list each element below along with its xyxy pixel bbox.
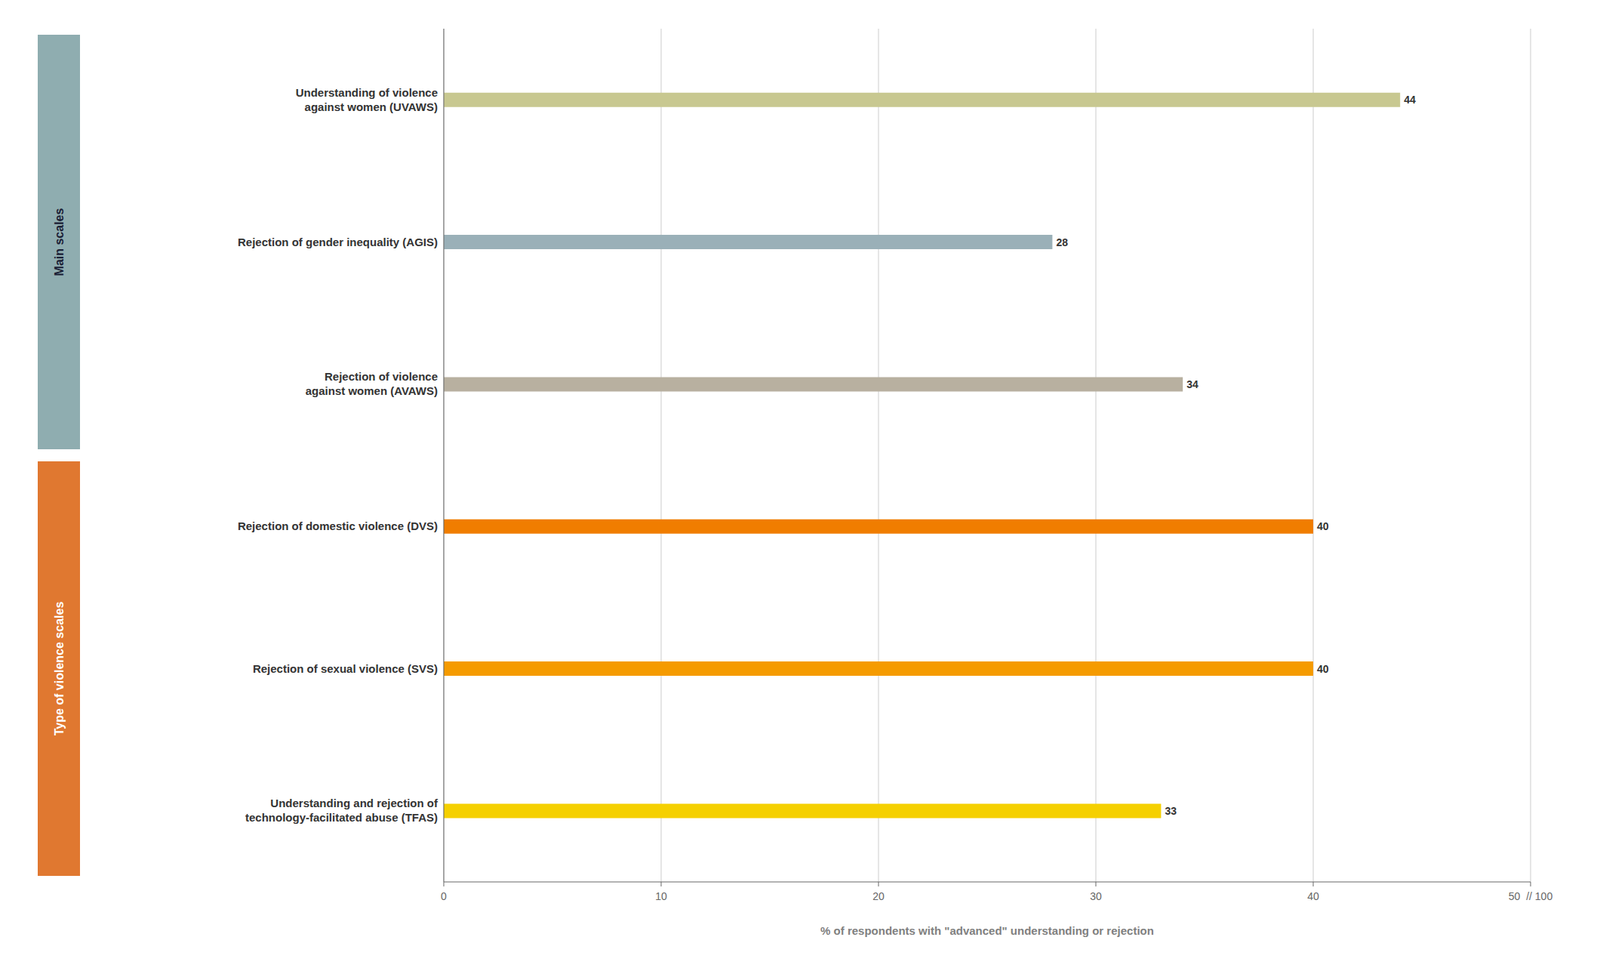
svg-text:33: 33 [1164, 804, 1177, 817]
svg-text:40: 40 [1316, 520, 1330, 533]
svg-text:20: 20 [872, 889, 885, 902]
svg-text:44: 44 [1403, 93, 1416, 106]
svg-text:30: 30 [1089, 889, 1102, 902]
svg-text:40: 40 [1307, 889, 1320, 902]
svg-text:Type of violence scales: Type of violence scales [52, 601, 66, 736]
svg-text:Rejection of sexual violence (: Rejection of sexual violence (SVS) [252, 661, 438, 675]
svg-text:Understanding and rejection of: Understanding and rejection oftechnology… [245, 796, 439, 824]
svg-text:28: 28 [1055, 236, 1068, 249]
svg-text:40: 40 [1316, 662, 1330, 675]
svg-text:34: 34 [1186, 378, 1199, 391]
svg-text:50 // 100: 50 // 100 [1508, 889, 1554, 902]
svg-text:Understanding of violenceagain: Understanding of violenceagainst women (… [295, 86, 438, 114]
svg-text:Main scales: Main scales [52, 207, 66, 276]
svg-text:Rejection of violenceagainst w: Rejection of violenceagainst women (AVAW… [305, 369, 438, 397]
svg-text:0: 0 [440, 889, 447, 902]
svg-text:Rejection of gender inequality: Rejection of gender inequality (AGIS) [237, 235, 438, 249]
svg-text:Rejection of domestic violence: Rejection of domestic violence (DVS) [237, 519, 438, 533]
svg-text:% of respondents with "advance: % of respondents with "advanced" underst… [820, 923, 1154, 937]
svg-text:10: 10 [655, 889, 668, 902]
